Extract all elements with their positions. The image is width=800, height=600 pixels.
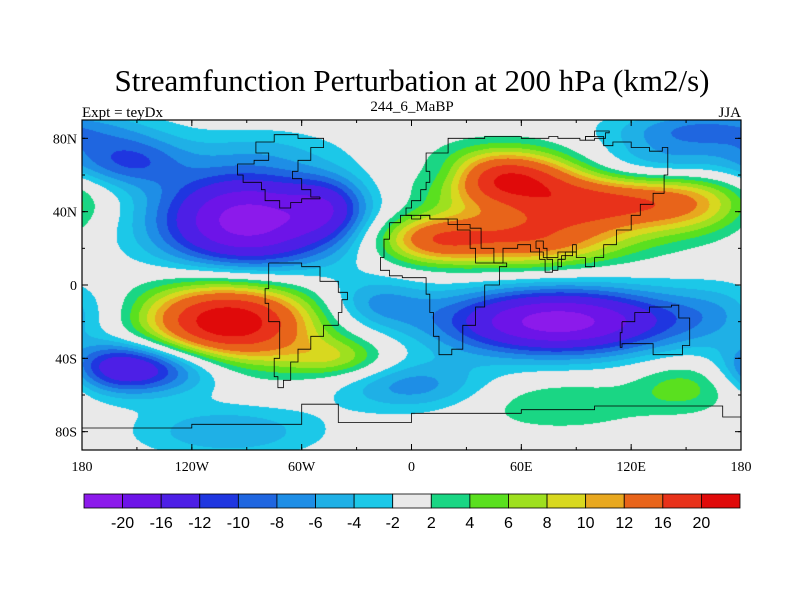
colorbar-label: 6 bbox=[504, 515, 513, 532]
y-tick-label: 40N bbox=[53, 206, 77, 221]
colorbar-label: -2 bbox=[386, 515, 400, 532]
colorbar-label: 4 bbox=[465, 515, 474, 532]
coast-india bbox=[535, 240, 577, 273]
coast-south-america bbox=[264, 262, 348, 389]
coast-antarctica bbox=[82, 403, 741, 429]
colorbar-label: 2 bbox=[427, 515, 436, 532]
colorbar-swatch bbox=[508, 493, 548, 509]
colorbar-label: -20 bbox=[111, 515, 134, 532]
x-tick-label: 120E bbox=[616, 460, 646, 475]
x-tick-label: 0 bbox=[408, 460, 415, 475]
coast-north-america bbox=[237, 134, 324, 209]
colorbar-swatch bbox=[392, 493, 432, 509]
colorbar-label: 16 bbox=[654, 515, 672, 532]
x-tick-label: 60E bbox=[510, 460, 533, 475]
colorbar-swatch bbox=[199, 493, 239, 509]
colorbar-label: 8 bbox=[543, 515, 552, 532]
colorbar-label: -4 bbox=[347, 515, 361, 532]
colorbar-label: 20 bbox=[693, 515, 711, 532]
colorbar-swatch bbox=[83, 493, 123, 509]
colorbar-label: -10 bbox=[227, 515, 250, 532]
colorbar-swatch bbox=[469, 493, 509, 509]
y-tick-label: 80S bbox=[55, 426, 77, 441]
coast-australia bbox=[619, 304, 691, 356]
colorbar-label: -8 bbox=[270, 515, 284, 532]
y-tick-label: 40S bbox=[55, 352, 77, 367]
left-string: Expt = teyDx bbox=[82, 105, 163, 121]
colorbar-swatch bbox=[276, 493, 316, 509]
x-tick-label: 180 bbox=[731, 460, 752, 475]
colorbar-swatch bbox=[122, 493, 162, 509]
center-string: 244_6_MaBP bbox=[370, 99, 453, 115]
x-tick-label: 120W bbox=[175, 460, 210, 475]
colorbar-swatch bbox=[430, 493, 471, 509]
colorbar: -20 -16 -12 -10 -8 -6 -4 -2 2 4 6 8 10 12 16 20 bbox=[83, 493, 741, 532]
colorbar-swatch bbox=[546, 493, 587, 509]
colorbar-swatch bbox=[701, 493, 741, 509]
plot-area bbox=[81, 119, 742, 451]
right-string: JJA bbox=[718, 105, 741, 121]
colorbar-swatch bbox=[315, 493, 355, 509]
coast-ellesmere bbox=[585, 130, 610, 141]
colorbar-label: -16 bbox=[150, 515, 173, 532]
x-tick-label: 180 bbox=[72, 460, 93, 475]
streamfunction-field bbox=[82, 120, 741, 450]
colorbar-label: 12 bbox=[615, 515, 633, 532]
colorbar-label: -6 bbox=[308, 515, 322, 532]
colorbar-swatch bbox=[237, 493, 278, 509]
colorbar-swatch bbox=[160, 493, 201, 509]
y-tick-label: 0 bbox=[70, 279, 77, 294]
x-axis: 180 120W 60W 0 60E 120E 180 bbox=[72, 120, 752, 475]
colorbar-label: 10 bbox=[577, 515, 595, 532]
colorbar-swatch bbox=[662, 493, 702, 509]
colorbar-swatch bbox=[353, 493, 394, 509]
y-axis: 80N 40N 0 40S 80S bbox=[53, 132, 741, 441]
x-tick-label: 60W bbox=[288, 460, 316, 475]
chart-title: Streamfunction Perturbation at 200 hPa (… bbox=[115, 63, 710, 98]
coast-africa bbox=[380, 214, 508, 356]
colorbar-label: -12 bbox=[188, 515, 211, 532]
colorbar-swatch bbox=[623, 493, 664, 509]
colorbar-swatch bbox=[585, 493, 625, 509]
coastline-outline bbox=[82, 130, 741, 429]
y-tick-label: 80N bbox=[53, 132, 77, 147]
